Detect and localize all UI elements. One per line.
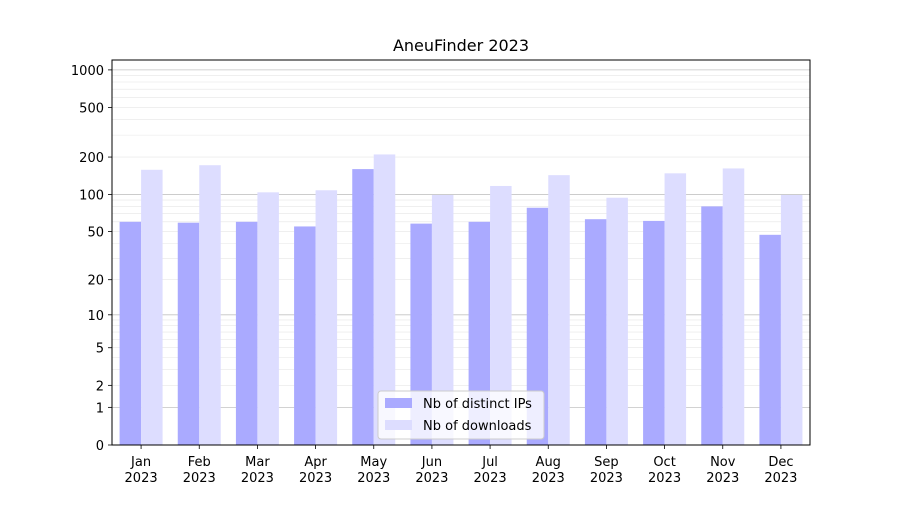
x-tick-label-year: 2023 <box>474 471 507 486</box>
y-tick-label: 1000 <box>71 64 104 79</box>
bar-distinct-ips <box>177 222 200 445</box>
legend-box <box>377 390 545 440</box>
x-tick-label-year: 2023 <box>183 471 216 486</box>
x-axis: Jan2023Feb2023Mar2023Apr2023May2023Jun20… <box>125 445 797 486</box>
plot-frame <box>111 59 811 446</box>
legend-swatch-ips <box>385 398 412 408</box>
bar-distinct-ips <box>584 219 607 445</box>
bar-downloads <box>431 194 454 445</box>
y-tick-label: 1 <box>96 401 104 416</box>
y-tick-label: 50 <box>87 226 104 241</box>
x-tick-label-month: Dec <box>768 455 793 470</box>
y-axis: 0 1 2 5 10 20 50 100 200 500 1000 <box>71 64 112 454</box>
bar-downloads <box>141 169 163 445</box>
y-tick-label: 0 <box>96 439 104 454</box>
legend-label-ips: Nb of distinct IPs <box>423 397 532 412</box>
bar-downloads <box>780 194 803 445</box>
legend-swatch-downloads <box>385 420 412 430</box>
bar-distinct-ips <box>294 226 316 445</box>
x-tick-label-year: 2023 <box>648 471 681 486</box>
bar-distinct-ips <box>119 221 142 445</box>
x-tick-label-year: 2023 <box>590 471 623 486</box>
y-tick-label: 2 <box>96 379 104 394</box>
x-tick-label-month: Apr <box>304 455 327 470</box>
x-tick-label-year: 2023 <box>125 471 158 486</box>
bar-distinct-ips <box>701 206 723 445</box>
bar-distinct-ips <box>235 221 258 445</box>
y-tick-label: 200 <box>79 151 104 166</box>
bar-downloads <box>315 190 338 445</box>
y-tick-label: 5 <box>96 342 104 357</box>
x-tick-label-month: Aug <box>536 455 561 470</box>
chart-title: AneuFinder 2023 <box>393 36 529 55</box>
y-tick-label: 20 <box>87 274 104 289</box>
bar-downloads <box>257 192 279 445</box>
x-tick-label-year: 2023 <box>532 471 565 486</box>
bar-distinct-ips <box>468 221 491 445</box>
bar-distinct-ips <box>352 169 374 445</box>
x-tick-label-month: May <box>360 455 387 470</box>
x-tick-label-month: Mar <box>245 455 270 470</box>
bar-downloads <box>722 168 745 445</box>
bar-distinct-ips <box>526 207 549 445</box>
x-tick-label-year: 2023 <box>357 471 390 486</box>
y-tick-label: 500 <box>79 101 104 116</box>
bar-distinct-ips <box>410 223 432 445</box>
bar-distinct-ips <box>759 234 781 445</box>
x-tick-label-month: Oct <box>653 455 675 470</box>
bar-downloads <box>199 165 221 445</box>
bar-downloads <box>490 185 512 445</box>
x-tick-label-year: 2023 <box>299 471 332 486</box>
bar-distinct-ips <box>643 220 665 445</box>
x-tick-label-month: Jul <box>481 455 498 470</box>
x-tick-label-year: 2023 <box>764 471 797 486</box>
bars <box>119 154 803 446</box>
x-tick-label-year: 2023 <box>241 471 274 486</box>
legend-label-downloads: Nb of downloads <box>423 419 532 434</box>
x-tick-label-month: Feb <box>188 455 211 470</box>
x-tick-label-month: Nov <box>710 455 736 470</box>
legend: Nb of distinct IPs Nb of downloads <box>377 390 545 440</box>
x-tick-label-year: 2023 <box>706 471 739 486</box>
bar-downloads <box>548 175 570 445</box>
bar-downloads <box>606 197 628 445</box>
x-tick-label-month: Sep <box>594 455 619 470</box>
x-tick-label-month: Jun <box>421 455 442 470</box>
bar-downloads <box>664 173 687 445</box>
x-tick-label-year: 2023 <box>415 471 448 486</box>
x-tick-label-month: Jan <box>130 455 151 470</box>
y-tick-label: 100 <box>79 188 104 203</box>
bar-downloads <box>373 154 396 446</box>
y-tick-label: 10 <box>87 309 104 324</box>
